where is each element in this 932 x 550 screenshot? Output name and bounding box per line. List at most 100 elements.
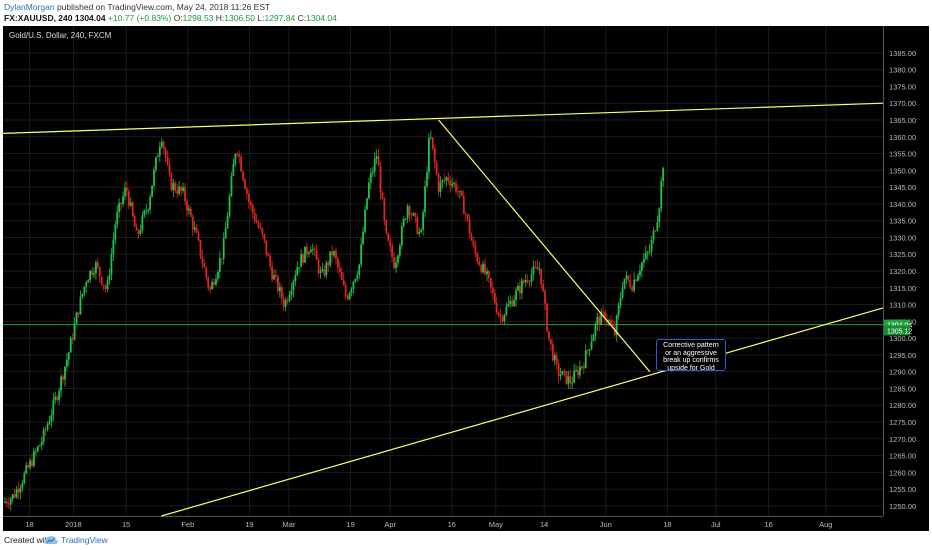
low-label: L: [257, 13, 265, 23]
candle-body [387, 233, 390, 241]
candle-body [170, 173, 173, 191]
candle-body [143, 210, 146, 216]
candle-body [451, 183, 454, 186]
candle-body [323, 269, 326, 276]
candle-body [77, 312, 80, 315]
candle-body [242, 171, 244, 180]
x-tick-label: 18 [25, 520, 33, 529]
candle-body [635, 279, 637, 281]
tradingview-brand[interactable]: TradingView [61, 535, 108, 545]
y-tick-label: 1385.00 [889, 49, 916, 58]
candle-body [519, 285, 521, 294]
candle-body [575, 370, 577, 371]
candle-body [311, 248, 314, 250]
candle-body [443, 180, 446, 181]
candle-body [327, 262, 330, 266]
low-value: 1297.84 [264, 13, 296, 23]
y-tick-label: 1250.00 [889, 502, 916, 511]
candle-body [290, 290, 293, 296]
high-value: 1306.50 [224, 13, 256, 23]
candle-body [172, 183, 175, 191]
created-with-text: Created with [4, 535, 52, 545]
candle-body [127, 191, 130, 206]
candle-body [38, 445, 41, 447]
candle-body [275, 275, 277, 277]
x-tick-label: 18 [663, 520, 671, 529]
y-tick-label: 1300.00 [889, 334, 916, 343]
candle-body [247, 193, 250, 202]
candle-body [50, 415, 53, 422]
candle-body [240, 156, 243, 172]
price-change: +10.77 (+0.83%) [107, 13, 172, 23]
candle-body [549, 339, 552, 345]
y-tick-label: 1270.00 [889, 435, 916, 444]
candle-body [642, 258, 645, 263]
current-price-tag [884, 319, 910, 330]
candle-body [35, 451, 37, 452]
candle-body [257, 222, 260, 228]
candle-body [449, 180, 452, 186]
chart-background [3, 26, 929, 531]
candle-body [354, 278, 357, 282]
y-tick-label: 1375.00 [889, 82, 916, 91]
candle-body [315, 249, 318, 260]
candle-body [617, 304, 620, 316]
candle-body [377, 156, 380, 166]
candle-body [129, 202, 132, 206]
candle-body [253, 212, 256, 221]
candle-body [460, 191, 463, 196]
candle-body [120, 202, 122, 205]
publish-info: DylanMorgan published on TradingView.com… [4, 2, 270, 12]
author-link[interactable]: DylanMorgan [4, 2, 55, 12]
candle-body [27, 465, 30, 468]
candle-body [182, 187, 184, 191]
annotation-callout[interactable]: Corrective pattern or an aggressive brea… [656, 339, 726, 372]
candle-body [497, 312, 500, 316]
candle-body [397, 255, 399, 263]
close-value: 1304.04 [306, 13, 337, 23]
y-tick-label: 1295.00 [889, 351, 916, 360]
candle-body [608, 320, 610, 321]
candle-body [246, 188, 248, 194]
candle-body [226, 216, 229, 229]
candle-body [232, 163, 235, 177]
chart-area[interactable]: 1385.00 1380.00 1375.00 1370.00 1365.00 1360.… [3, 26, 929, 531]
last-price: 1304.04 [74, 13, 106, 23]
candle-body [331, 251, 334, 256]
candle-body [375, 156, 378, 159]
candle-body [482, 263, 485, 273]
candle-body [637, 275, 639, 281]
candle-body [515, 290, 517, 301]
candle-body [511, 300, 514, 307]
price-chart[interactable]: 1385.00 1380.00 1375.00 1370.00 1365.00 1360.… [3, 26, 929, 531]
candle-body [25, 465, 28, 474]
candle-body [532, 266, 535, 275]
candle-body [36, 446, 39, 452]
y-tick-label: 1290.00 [889, 368, 916, 377]
candle-body [304, 246, 306, 263]
candle-body [646, 252, 649, 253]
candle-body [546, 303, 548, 332]
candle-body [278, 287, 281, 292]
candle-body [493, 293, 496, 304]
candle-body [530, 274, 533, 282]
candle-body [83, 286, 86, 294]
candle-body [381, 192, 384, 200]
candle-body [631, 287, 634, 291]
candle-body [582, 366, 585, 369]
candle-body [81, 293, 84, 297]
candle-body [193, 227, 196, 230]
candle-body [166, 157, 169, 164]
y-tick-label: 1255.00 [889, 485, 916, 494]
candle-body [114, 224, 117, 240]
candle-body [458, 191, 461, 193]
candle-body [422, 212, 425, 230]
candle-body [447, 177, 450, 181]
candle-body [594, 323, 597, 335]
candle-body [509, 300, 512, 304]
candle-body [592, 334, 595, 342]
candle-body [662, 168, 665, 182]
candle-body [340, 271, 343, 280]
candle-body [180, 186, 183, 191]
candle-body [352, 281, 355, 289]
